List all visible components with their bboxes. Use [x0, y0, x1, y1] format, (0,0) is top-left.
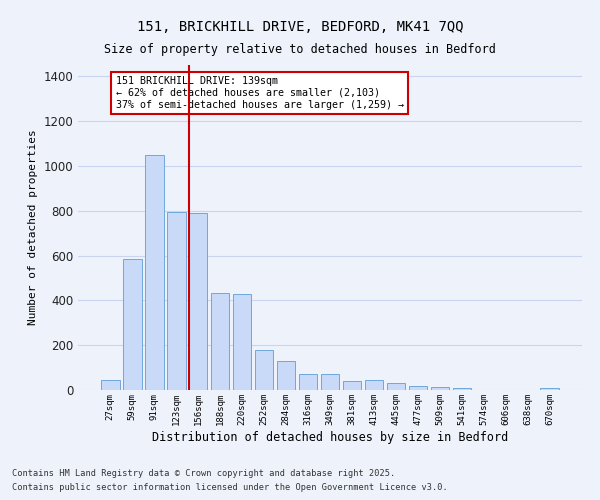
Text: 151 BRICKHILL DRIVE: 139sqm
← 62% of detached houses are smaller (2,103)
37% of : 151 BRICKHILL DRIVE: 139sqm ← 62% of det… [116, 76, 404, 110]
Bar [386, 384, 405, 390]
Bar [541, 388, 559, 390]
Bar [145, 154, 164, 390]
Bar [365, 380, 383, 390]
X-axis label: Distribution of detached houses by size in Bedford: Distribution of detached houses by size … [152, 430, 508, 444]
Bar [409, 386, 427, 390]
Text: Contains public sector information licensed under the Open Government Licence v3: Contains public sector information licen… [12, 484, 448, 492]
Text: Contains HM Land Registry data © Crown copyright and database right 2025.: Contains HM Land Registry data © Crown c… [12, 468, 395, 477]
Bar [277, 361, 295, 390]
Bar [233, 294, 251, 390]
Bar [452, 388, 471, 390]
Bar [211, 292, 229, 390]
Bar [123, 259, 142, 390]
Bar [255, 350, 274, 390]
Bar [431, 386, 449, 390]
Bar [167, 212, 185, 390]
Bar [189, 213, 208, 390]
Bar [101, 380, 119, 390]
Text: 151, BRICKHILL DRIVE, BEDFORD, MK41 7QQ: 151, BRICKHILL DRIVE, BEDFORD, MK41 7QQ [137, 20, 463, 34]
Bar [343, 381, 361, 390]
Bar [320, 374, 340, 390]
Bar [299, 374, 317, 390]
Y-axis label: Number of detached properties: Number of detached properties [28, 130, 38, 326]
Text: Size of property relative to detached houses in Bedford: Size of property relative to detached ho… [104, 42, 496, 56]
